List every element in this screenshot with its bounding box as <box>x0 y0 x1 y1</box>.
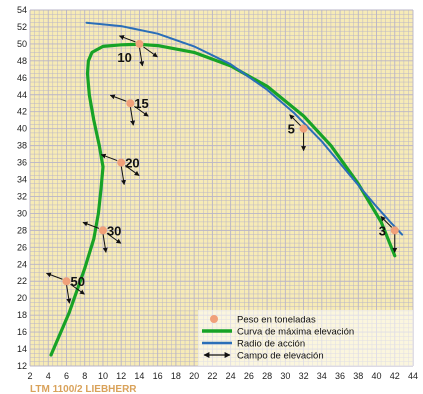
legend-dot-swatch <box>210 315 218 323</box>
y-tick-label: 44 <box>17 90 27 100</box>
weight-label: 50 <box>70 274 84 289</box>
x-tick-label: 42 <box>390 371 400 381</box>
weight-label: 30 <box>107 223 121 238</box>
x-tick-label: 16 <box>153 371 163 381</box>
elevation-arrow <box>124 165 140 176</box>
y-tick-label: 22 <box>17 276 27 286</box>
load-point <box>117 158 126 167</box>
weight-label: 20 <box>125 156 139 171</box>
load-point <box>135 39 144 48</box>
y-tick-label: 30 <box>17 208 27 218</box>
elevation-arrow <box>102 233 108 253</box>
x-tick-label: 32 <box>299 371 309 381</box>
curves <box>49 21 404 357</box>
weight-label: 15 <box>134 96 148 111</box>
y-tick-label: 20 <box>17 293 27 303</box>
y-axis-ticks: 12 14 16 18 20 22 24 26 28 30 32 34 36 38 40 42 44 46 48 50… <box>17 5 27 371</box>
y-tick-label: 50 <box>17 39 27 49</box>
elevation-arrow <box>380 216 393 228</box>
weight-label: 10 <box>117 50 131 65</box>
legend-box <box>198 310 413 366</box>
load-point <box>390 226 399 235</box>
y-tick-label: 52 <box>17 22 27 32</box>
action-radius-curve <box>85 21 404 236</box>
elevation-arrow <box>120 165 126 186</box>
load-point <box>98 226 107 235</box>
elevation-arrow <box>289 114 301 127</box>
elevation-arrow <box>70 283 85 295</box>
chart-footer: LTM 1100/2 LIEBHERR <box>30 384 137 394</box>
y-tick-label: 40 <box>17 124 27 134</box>
y-tick-label: 42 <box>17 107 27 117</box>
x-tick-label: 8 <box>82 371 87 381</box>
elevation-arrow <box>138 46 145 67</box>
elevation-arrow <box>143 46 158 58</box>
y-tick-label: 38 <box>17 141 27 151</box>
x-tick-label: 38 <box>353 371 363 381</box>
x-axis-ticks: 2 4 6 8 10 12 14 16 18 20 22 24 26 28 30 32 34 36 38 40 42 44 <box>27 371 418 381</box>
y-tick-label: 48 <box>17 56 27 66</box>
elevation-arrow <box>109 94 127 102</box>
y-tick-label: 16 <box>17 327 27 337</box>
x-tick-label: 20 <box>189 371 199 381</box>
x-tick-label: 24 <box>226 371 236 381</box>
load-point <box>299 124 308 133</box>
x-tick-label: 44 <box>408 371 418 381</box>
x-tick-label: 12 <box>116 371 126 381</box>
elevation-arrow <box>100 153 118 162</box>
x-tick-label: 4 <box>46 371 51 381</box>
x-tick-label: 36 <box>335 371 345 381</box>
elevation-arrow <box>46 272 63 280</box>
y-tick-label: 18 <box>17 310 27 320</box>
elevation-arrow <box>129 106 136 126</box>
y-tick-label: 54 <box>17 5 27 15</box>
max-elevation-curve <box>49 42 397 357</box>
elevation-arrow <box>82 221 100 229</box>
load-points: 10 15 20 30 50 5 3 <box>46 35 399 304</box>
y-tick-label: 28 <box>17 225 27 235</box>
elevation-arrow <box>134 105 149 117</box>
x-tick-label: 2 <box>27 371 32 381</box>
weight-label: 5 <box>288 122 295 137</box>
y-tick-label: 46 <box>17 73 27 83</box>
x-tick-label: 18 <box>171 371 181 381</box>
y-tick-label: 26 <box>17 242 27 252</box>
x-tick-label: 26 <box>244 371 254 381</box>
load-point <box>62 277 71 286</box>
elevation-arrow <box>106 232 122 244</box>
x-tick-label: 28 <box>262 371 272 381</box>
x-tick-label: 30 <box>280 371 290 381</box>
x-tick-label: 34 <box>317 371 327 381</box>
x-tick-label: 14 <box>134 371 144 381</box>
y-tick-label: 24 <box>17 259 27 269</box>
x-tick-label: 10 <box>98 371 108 381</box>
y-tick-label: 32 <box>17 191 27 201</box>
legend-label: Radio de acción <box>237 339 305 350</box>
legend-label: Curva de máxima elevación <box>237 327 354 338</box>
x-tick-label: 40 <box>372 371 382 381</box>
weight-label: 3 <box>379 223 386 238</box>
y-tick-label: 34 <box>17 175 27 185</box>
y-tick-label: 36 <box>17 158 27 168</box>
load-point <box>126 99 135 108</box>
legend-label: Campo de elevación <box>237 351 324 362</box>
y-tick-label: 14 <box>17 344 27 354</box>
y-tick-label: 12 <box>17 361 27 371</box>
x-tick-label: 6 <box>64 371 69 381</box>
elevation-arrow <box>118 35 136 43</box>
elevation-arrow <box>65 284 72 304</box>
legend-label: Peso en toneladas <box>237 315 316 326</box>
x-tick-label: 22 <box>207 371 217 381</box>
